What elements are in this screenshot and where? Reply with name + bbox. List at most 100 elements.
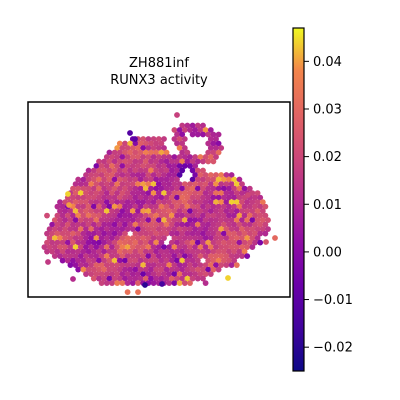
spot <box>51 235 58 242</box>
spot <box>171 280 178 286</box>
spot <box>166 163 173 169</box>
spot <box>184 266 191 273</box>
spot <box>254 208 261 215</box>
spot <box>101 158 108 165</box>
spot <box>103 181 110 188</box>
spot <box>241 203 248 210</box>
spot <box>215 194 222 201</box>
spot <box>179 257 186 264</box>
spot <box>96 167 102 174</box>
spot <box>213 199 219 206</box>
spot <box>106 275 113 282</box>
spot <box>75 176 82 183</box>
spot <box>148 203 154 210</box>
spot <box>88 199 95 206</box>
spot <box>83 199 89 206</box>
spot <box>72 226 79 233</box>
spot <box>145 172 152 178</box>
spot <box>66 202 72 208</box>
spot <box>233 244 240 251</box>
spot <box>197 271 204 277</box>
spot <box>239 253 245 259</box>
spot <box>223 199 230 206</box>
spot <box>163 149 170 156</box>
spot <box>210 257 217 264</box>
spot <box>98 226 105 233</box>
spot <box>158 140 165 147</box>
spot <box>111 257 118 264</box>
spot <box>98 181 105 188</box>
spot <box>103 154 110 160</box>
colorbar-tick-label: −0.01 <box>313 293 353 308</box>
spot <box>215 203 222 210</box>
spot <box>90 212 97 219</box>
spot <box>150 262 157 268</box>
spot <box>150 181 157 188</box>
spot <box>80 212 87 219</box>
spot <box>181 163 188 169</box>
spot <box>145 253 152 259</box>
spot <box>239 244 245 251</box>
spot <box>159 281 165 287</box>
spot <box>215 176 222 183</box>
spot <box>194 275 201 282</box>
spot <box>111 149 118 156</box>
spot <box>135 154 141 160</box>
spot <box>200 167 206 174</box>
spot <box>226 257 232 264</box>
spot <box>109 154 115 160</box>
spot <box>88 217 95 224</box>
spot <box>263 239 269 245</box>
spot <box>140 208 147 215</box>
spot <box>142 140 149 147</box>
spot <box>67 208 74 215</box>
spot <box>109 271 115 277</box>
spot <box>150 154 157 160</box>
spot <box>90 194 97 201</box>
spot <box>109 262 115 268</box>
spot <box>116 194 123 201</box>
spot <box>153 248 160 255</box>
spot <box>140 145 147 151</box>
spot <box>213 181 219 188</box>
spot <box>228 208 235 215</box>
spot <box>122 158 128 165</box>
spot <box>129 262 136 268</box>
spot <box>150 190 157 197</box>
spot <box>254 226 261 233</box>
spot <box>202 253 209 259</box>
spot <box>155 163 162 169</box>
spot <box>135 262 141 268</box>
spot <box>85 212 92 219</box>
spot <box>236 248 243 255</box>
spot <box>161 253 167 259</box>
spot <box>96 176 102 183</box>
spot <box>163 194 170 201</box>
spot <box>137 230 144 237</box>
spot <box>57 208 63 215</box>
spot <box>207 271 214 277</box>
spot <box>116 248 123 255</box>
spot <box>233 190 240 197</box>
spot <box>44 239 50 246</box>
spot <box>220 194 227 201</box>
spot <box>181 127 188 133</box>
spot <box>127 212 134 219</box>
spot <box>114 154 121 160</box>
spot <box>174 185 180 192</box>
spot <box>116 212 123 219</box>
spot <box>181 226 188 233</box>
spot <box>210 203 217 210</box>
spot <box>202 190 209 197</box>
spot <box>135 217 141 224</box>
spot <box>176 127 183 133</box>
spot <box>83 253 89 259</box>
spot <box>153 158 160 165</box>
spot <box>207 136 214 142</box>
spot <box>236 176 243 183</box>
spot <box>127 275 134 282</box>
spot <box>51 217 58 224</box>
spot <box>194 239 201 246</box>
spot <box>90 266 97 273</box>
spot <box>96 266 102 273</box>
